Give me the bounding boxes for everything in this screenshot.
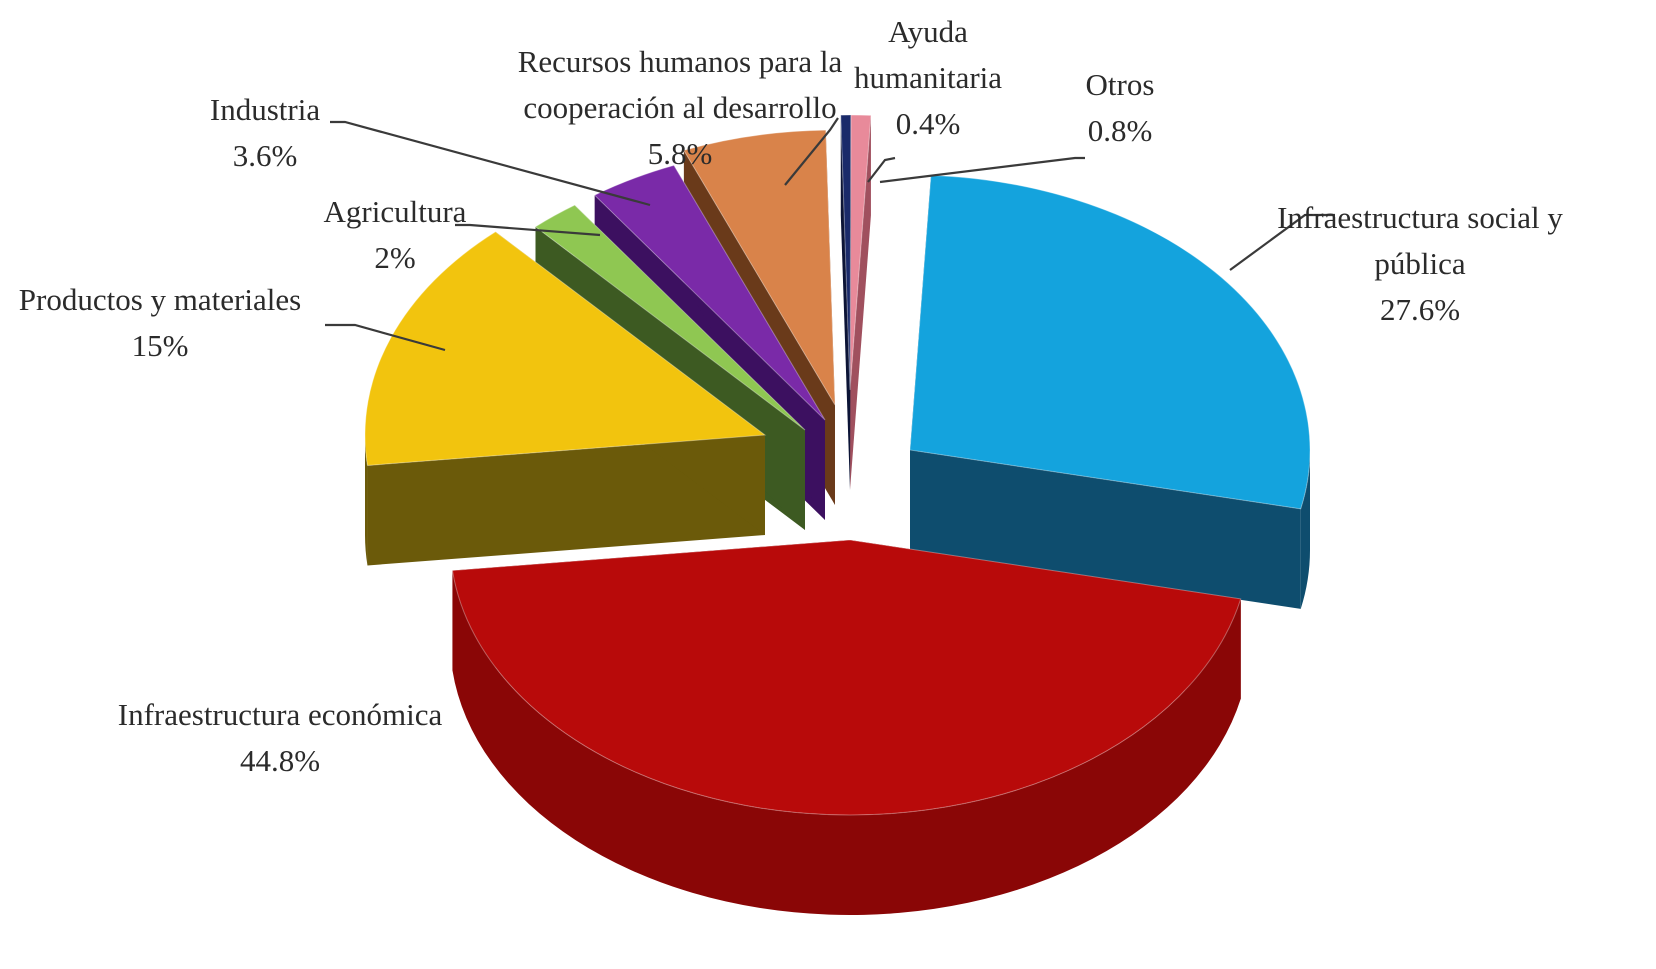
leader-line [1229,213,1335,271]
slice-name-label: Infraestructura económica [118,697,443,732]
slice-name-label: Productos y materiales [19,282,301,317]
leader-line [867,156,896,183]
pie-slice [364,231,767,566]
slice-value-label: 0.4% [896,106,961,141]
slice-name-label: Otros [1086,67,1155,102]
slice-top [849,114,872,391]
leader-line [330,120,651,207]
leader-line [325,323,446,352]
slice-outer-wall [1300,450,1310,609]
slice-value-label: 3.6% [233,138,298,173]
slice-value-label: 2% [374,240,415,275]
slice-name-label: Infraestructura social y [1277,200,1563,235]
pie-slice [451,539,1242,916]
slice-name-label: Recursos humanos para la [518,44,843,79]
slice-top [593,164,826,421]
leader-lines [325,117,1335,352]
slice-wall [840,115,850,491]
leader-line [455,223,601,237]
slice-wall [850,115,851,490]
slice-value-label: 5.8% [648,136,713,171]
pie-slice [849,114,872,490]
slice-value-label: 0.8% [1088,113,1153,148]
slice-outer-wall [452,570,1241,916]
slice-name-label: humanitaria [854,60,1002,95]
leader-line [879,156,1085,184]
pie-slices [364,114,1311,916]
slice-top [840,114,852,391]
slice-value-label: 44.8% [240,743,320,778]
leader-line [784,117,839,186]
slice-name-label: Agricultura [324,194,467,229]
slice-value-label: 15% [132,328,189,363]
pie-slice [909,174,1311,609]
slice-wall [910,450,1301,609]
slice-top [909,174,1311,510]
slice-top [364,231,767,466]
slice-name-label: Ayuda [888,14,968,49]
pie-slice [840,114,852,491]
slice-wall [367,435,765,566]
slice-value-label: 27.6% [1380,292,1460,327]
slice-top [683,129,836,406]
slice-name-label: cooperación al desarrollo [523,90,836,125]
slice-top [534,204,806,431]
slice-labels: Infraestructura social y pública 27.6% Infr… [19,14,1564,778]
slice-name-label: pública [1374,246,1465,281]
slice-wall [850,115,871,490]
slice-outer-wall [365,435,368,566]
slice-top [451,539,1242,816]
slice-name-label: Industria [210,92,320,127]
